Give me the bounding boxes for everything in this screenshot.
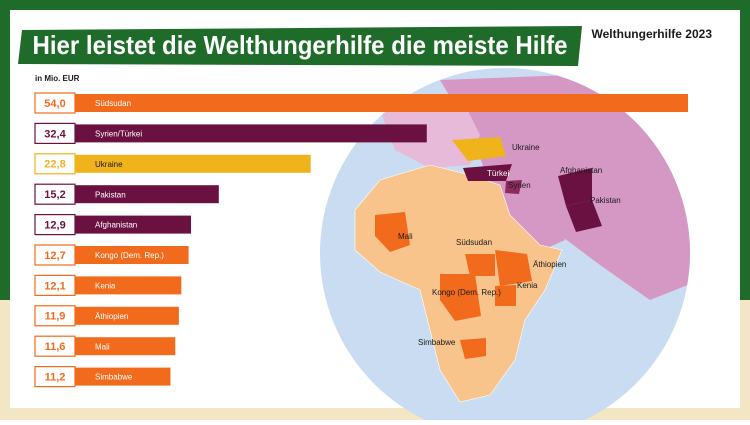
category-label: Simbabwe	[95, 373, 133, 382]
unit-label: in Mio. EUR	[35, 74, 80, 83]
bar	[35, 154, 311, 173]
map-label: Äthiopien	[533, 260, 566, 269]
value-box	[34, 214, 76, 236]
arabia	[490, 185, 565, 258]
value-label: 11,6	[45, 341, 66, 353]
category-label: Äthiopien	[95, 312, 128, 321]
source: Welthungerhilfe 2023	[592, 27, 713, 41]
value-box	[34, 183, 76, 205]
category-label: Syrien/Türkei	[95, 130, 142, 139]
category-label: Kenia	[95, 282, 116, 291]
map-label: Mali	[398, 232, 413, 241]
ukraine	[452, 137, 506, 161]
pakistan	[566, 200, 602, 232]
category-label: Südsudan	[95, 99, 131, 108]
map-label: Simbabwe	[418, 338, 456, 347]
value-label: 12,9	[44, 220, 65, 232]
europe	[380, 95, 480, 168]
map-label: Türkei	[487, 169, 509, 178]
value-label: 12,7	[44, 250, 65, 262]
zimbabwe	[460, 338, 486, 359]
map-label: Südsudan	[456, 238, 492, 247]
value-label: 15,2	[44, 189, 65, 201]
value-box	[34, 335, 76, 357]
mali	[375, 212, 410, 252]
value-label: 22,8	[44, 159, 65, 171]
kenya	[495, 285, 516, 306]
bar	[35, 124, 427, 143]
category-label: Pakistan	[95, 190, 126, 199]
category-label: Kongo (Dem. Rep.)	[95, 251, 164, 260]
title-banner	[18, 26, 582, 66]
chart-title: Hier leistet die Welthungerhilfe die mei…	[33, 30, 568, 60]
map-label: Kongo (Dem. Rep.)	[432, 288, 501, 297]
value-box	[34, 153, 76, 175]
value-box	[34, 305, 76, 327]
value-label: 11,9	[45, 311, 66, 323]
congo	[440, 274, 481, 321]
map-label: Afghanistan	[560, 166, 602, 175]
map-label: Kenia	[517, 281, 538, 290]
value-box	[34, 274, 76, 296]
value-label: 11,2	[45, 372, 66, 384]
map-label: Ukraine	[512, 143, 540, 152]
value-label: 32,4	[44, 128, 66, 140]
category-label: Ukraine	[95, 160, 123, 169]
map-labels: Ukraine Türkei Syrien Afghanistan Pakistan Ma…	[398, 143, 621, 347]
bar	[35, 94, 688, 112]
category-label: Afghanistan	[95, 221, 137, 230]
value-label: 54,0	[44, 98, 65, 110]
turkey	[463, 164, 512, 181]
ethiopia	[495, 250, 532, 286]
value-box	[34, 92, 76, 114]
category-label: Mali	[95, 342, 110, 351]
afghanistan	[558, 168, 592, 206]
map-label: Syrien	[508, 181, 531, 190]
value-label: 12,1	[44, 280, 65, 292]
map	[320, 68, 690, 420]
bar	[35, 185, 219, 204]
syria	[505, 180, 522, 194]
bars: Südsudan 54,0 Syrien/Türkei 32,4 Ukraine 22,8…	[34, 92, 688, 388]
value-box	[34, 122, 76, 145]
value-box	[34, 244, 76, 266]
map-label: Pakistan	[590, 196, 621, 205]
south-sudan	[465, 254, 495, 276]
value-box	[34, 366, 76, 388]
